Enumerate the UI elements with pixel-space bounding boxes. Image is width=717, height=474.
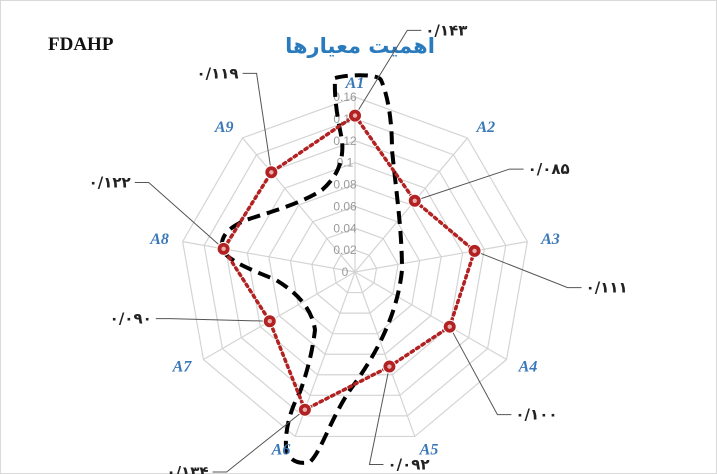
data-point-core	[269, 170, 274, 175]
grid-ring	[311, 227, 399, 314]
data-points	[216, 108, 482, 417]
value-label: ۰/۱۳۴	[166, 463, 208, 474]
data-point-core	[387, 364, 392, 369]
axis-label: A8	[149, 231, 169, 248]
leader-line	[474, 250, 582, 289]
axis-labels: A1 A2 A3 A4 A5 A6 A7 A8 A9	[149, 75, 560, 459]
grid-spoke	[182, 241, 356, 273]
leader-line	[354, 29, 422, 116]
radar-tick-labels: 00.020.040.060.080.10.120.140.16	[333, 90, 357, 279]
data-point-core	[221, 246, 226, 252]
grid-ring	[332, 249, 378, 294]
tick-label: 0.02	[333, 243, 357, 257]
value-label: ۰/۱۲۲	[89, 174, 131, 192]
axis-label: A5	[419, 442, 439, 459]
value-label: ۰/۱۴۳	[425, 21, 467, 39]
leader-line	[414, 168, 524, 202]
tick-label: 0.06	[333, 199, 357, 213]
grid-ring	[246, 161, 464, 376]
value-label: ۰/۱۰۰	[515, 406, 557, 424]
grid-ring	[289, 205, 421, 335]
value-label: ۰/۱۱۹	[196, 64, 238, 82]
axis-label: A6	[271, 442, 291, 459]
method-label: FDAHP	[48, 34, 114, 55]
grid-ring	[203, 118, 507, 417]
leader-line	[134, 182, 224, 250]
leader-lines	[134, 29, 582, 473]
axis-label: A1	[345, 75, 365, 92]
leader-line	[242, 72, 272, 173]
tick-label: 0.16	[333, 90, 357, 104]
data-point-core	[352, 113, 358, 118]
tick-label: 0	[342, 265, 349, 279]
series-line	[221, 113, 477, 413]
value-label: ۰/۱۱۱	[586, 279, 628, 297]
axis-label: A4	[518, 359, 538, 376]
value-labels: ۰/۱۴۳ ۰/۰۸۵ ۰/۱۱۱ ۰/۱۰۰ ۰/۰۹۲ ۰/۱۳۴ ۰/۰۹۰ ۰/۱۲۲…	[89, 21, 628, 474]
data-point-core	[302, 407, 308, 412]
axis-label: A7	[172, 359, 193, 376]
data-point-core	[447, 324, 452, 329]
leader-line	[368, 366, 390, 466]
leader-line	[449, 326, 512, 416]
grid-ring	[268, 183, 442, 355]
chart-title: اهمیت معیارها	[285, 34, 435, 58]
data-point-core	[267, 319, 272, 324]
tick-label: 0.12	[333, 134, 357, 148]
tick-label: 0.08	[333, 178, 357, 192]
axis-label: A2	[475, 119, 495, 136]
value-label: ۰/۰۹۰	[110, 310, 152, 328]
grid-spoke	[242, 137, 356, 273]
grid-spoke	[354, 271, 507, 361]
highlight-outline	[219, 73, 404, 465]
axis-label: A9	[214, 119, 234, 136]
value-label: ۰/۰۸۵	[528, 160, 570, 178]
grid-spoke	[203, 271, 356, 361]
grid-spoke	[354, 241, 528, 273]
leader-line	[212, 409, 306, 473]
grid-ring	[182, 96, 528, 438]
data-point-core	[472, 248, 477, 254]
axis-label: A3	[540, 231, 560, 248]
grid-spoke	[354, 271, 416, 437]
data-point-core	[412, 198, 417, 203]
tick-label: 0.04	[333, 221, 357, 235]
leader-line	[155, 318, 270, 322]
value-label: ۰/۰۹۲	[387, 456, 429, 474]
